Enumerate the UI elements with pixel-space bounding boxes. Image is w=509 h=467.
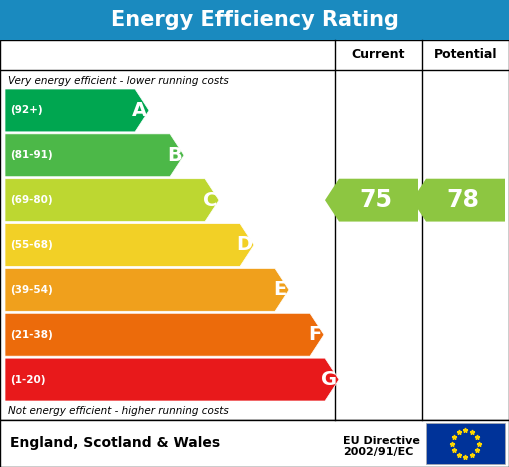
Text: (55-68): (55-68): [10, 240, 53, 250]
Polygon shape: [5, 224, 254, 267]
Text: (92+): (92+): [10, 106, 43, 115]
Text: B: B: [167, 146, 182, 165]
Text: (21-38): (21-38): [10, 330, 53, 340]
Text: 2002/91/EC: 2002/91/EC: [343, 446, 413, 457]
Bar: [0, 0, 509, 40]
Text: Not energy efficient - higher running costs: Not energy efficient - higher running co…: [8, 406, 229, 416]
Polygon shape: [5, 313, 324, 356]
Polygon shape: [5, 134, 184, 177]
Polygon shape: [5, 179, 219, 221]
Text: A: A: [132, 101, 147, 120]
Text: England, Scotland & Wales: England, Scotland & Wales: [10, 437, 220, 451]
Text: 78: 78: [446, 188, 479, 212]
Text: Potential: Potential: [434, 49, 497, 62]
Text: D: D: [236, 235, 252, 255]
Text: 75: 75: [359, 188, 392, 212]
Text: (81-91): (81-91): [10, 150, 52, 160]
Text: F: F: [309, 325, 322, 344]
Text: (1-20): (1-20): [10, 375, 45, 384]
Text: Energy Efficiency Rating: Energy Efficiency Rating: [110, 10, 399, 30]
Polygon shape: [412, 179, 505, 221]
Text: Very energy efficient - lower running costs: Very energy efficient - lower running co…: [8, 76, 229, 86]
Text: E: E: [274, 280, 287, 299]
Text: (69-80): (69-80): [10, 195, 52, 205]
Bar: [426, 423, 505, 464]
Text: Current: Current: [352, 49, 405, 62]
Text: EU Directive: EU Directive: [343, 436, 420, 446]
Polygon shape: [5, 89, 149, 132]
Bar: [0, 420, 509, 467]
Polygon shape: [5, 269, 289, 311]
Text: (39-54): (39-54): [10, 285, 53, 295]
Text: C: C: [203, 191, 217, 210]
Polygon shape: [5, 358, 339, 401]
Text: G: G: [321, 370, 337, 389]
Bar: [0, 40, 509, 420]
Polygon shape: [325, 179, 418, 221]
